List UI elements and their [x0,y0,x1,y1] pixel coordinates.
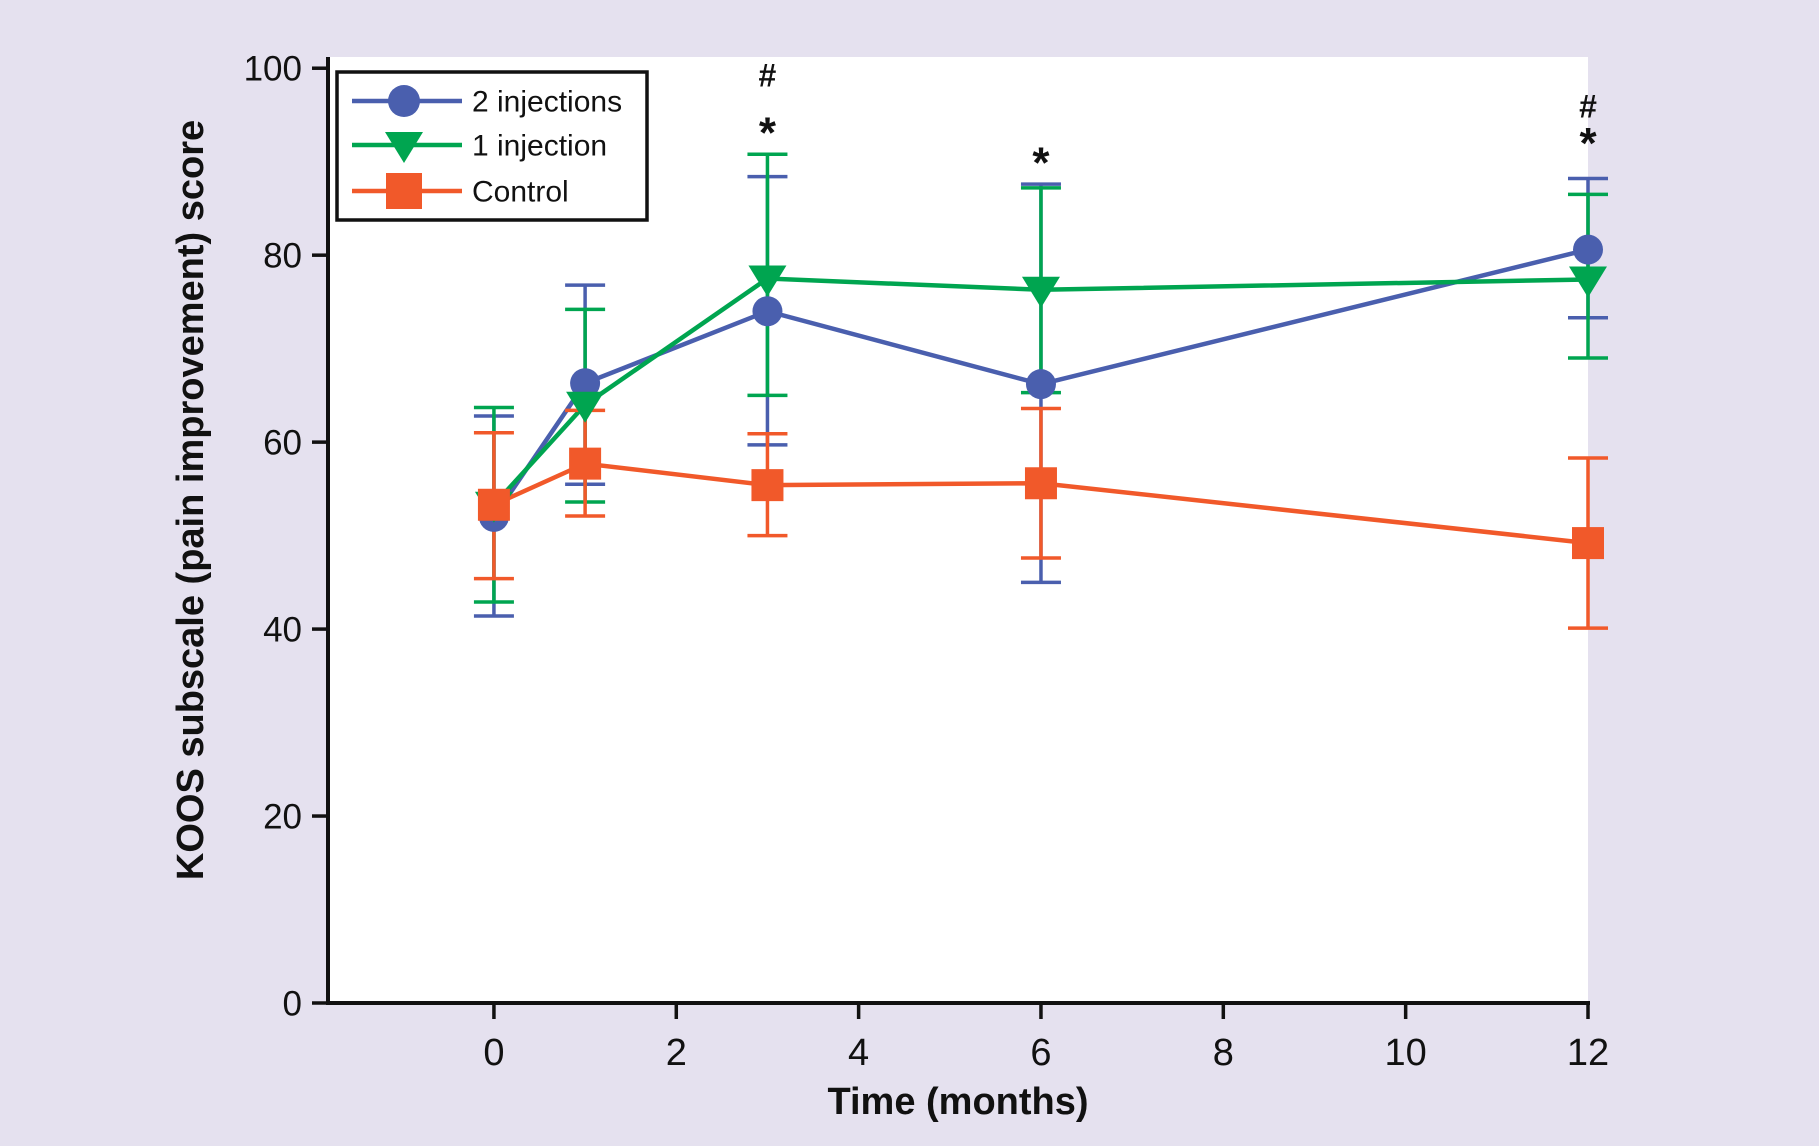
triangle-marker [748,265,787,297]
circle-marker [752,296,783,327]
legend: 2 injections 1 injection Control [335,70,649,222]
x-tick-label: 10 [1385,1032,1427,1074]
y-tick-label: 20 [263,797,302,836]
x-tick-label: 12 [1567,1032,1609,1074]
square-marker [1572,527,1604,560]
circle-marker [1025,369,1056,400]
triangle-marker [1569,266,1607,298]
y-tick-label: 80 [263,236,302,275]
triangle-marker [385,132,423,163]
x-tick-label: 2 [666,1032,687,1074]
markers-2-injections [478,234,1603,532]
square-marker [569,447,602,480]
y-tick-label: 0 [283,984,302,1023]
square-marker [751,469,784,502]
square-marker [386,173,422,209]
markers-control [477,447,1604,560]
significance-star: * [1032,139,1050,188]
circle-marker [1573,234,1603,265]
circle-marker [570,368,601,399]
y-axis-title: KOOS subscale (pain improvement) score [170,120,212,880]
triangle-marker [1021,276,1060,308]
significance-star: * [759,109,777,158]
x-tick-label: 0 [483,1032,504,1074]
circle-marker [388,85,420,117]
y-tick-label: 100 [244,49,302,88]
legend-label: Control [472,176,569,209]
triangle-marker [566,391,605,423]
x-axis-title: Time (months) [827,1081,1088,1123]
x-tick-label: 8 [1213,1032,1234,1074]
legend-label: 2 injections [472,86,622,119]
x-tick-label: 6 [1030,1032,1051,1074]
x-tick-label: 4 [848,1032,869,1074]
legend-label: 1 injection [472,130,607,163]
y-tick-label: 40 [263,610,302,649]
significance-hash: # [1579,89,1597,125]
significance-hash: # [759,58,777,94]
axes: 0 20 40 60 80 100 0 2 4 6 8 10 12 Time (months) KOOS s… [170,49,1609,1123]
square-marker [477,488,510,521]
significance-star: * [1579,119,1597,168]
y-tick-label: 60 [263,423,302,462]
square-marker [1024,467,1057,500]
